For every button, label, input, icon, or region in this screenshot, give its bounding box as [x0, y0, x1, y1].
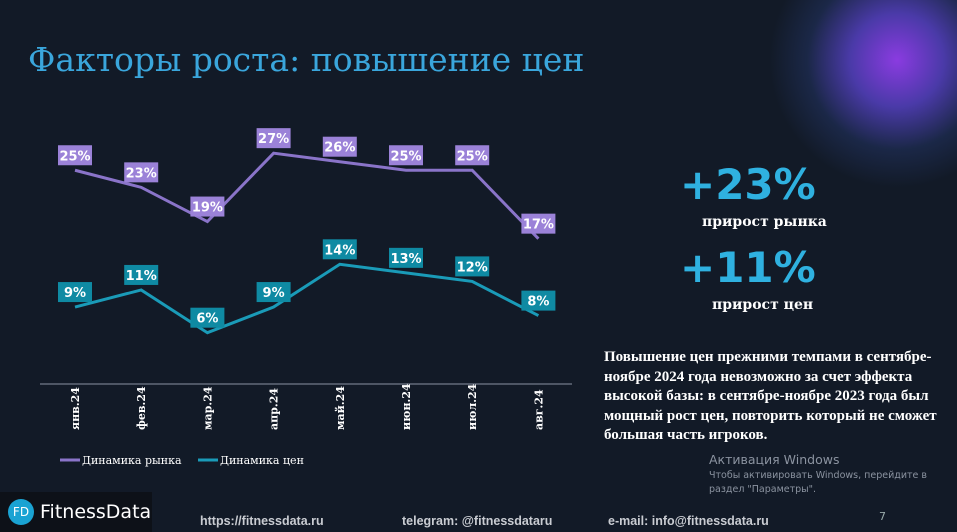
- data-label-box: [389, 145, 423, 166]
- data-label: 6%: [190, 307, 225, 328]
- kpi-price-label: прирост цен: [712, 297, 814, 313]
- footer-telegram[interactable]: telegram: @fitnessdataru: [402, 514, 553, 528]
- data-label-box: [389, 247, 423, 268]
- data-label: 14%: [322, 239, 357, 260]
- x-tick-label: янв.24: [69, 387, 82, 430]
- x-tick-label: апр.24: [268, 388, 281, 430]
- legend-label: Динамика цен: [220, 454, 304, 467]
- data-label-text: 13%: [390, 252, 421, 267]
- footer-email[interactable]: e-mail: info@fitnessdata.ru: [608, 514, 769, 528]
- footer-site-link[interactable]: https://fitnessdata.ru: [200, 514, 324, 528]
- x-tick-label: фев.24: [135, 386, 148, 430]
- data-label-text: 25%: [457, 149, 488, 164]
- data-label-box: [256, 128, 291, 149]
- page-number: 7: [879, 510, 886, 523]
- data-label: 23%: [124, 162, 159, 183]
- x-tick-label: авг.24: [532, 389, 545, 430]
- x-tick-label: май.24: [334, 386, 347, 430]
- data-label: 11%: [124, 264, 159, 285]
- data-label-text: 17%: [523, 218, 554, 233]
- data-label: 27%: [256, 128, 291, 149]
- data-label-box: [521, 290, 556, 311]
- data-label-text: 12%: [457, 260, 488, 275]
- kpi-price-value: +11%: [680, 243, 816, 292]
- data-label-box: [58, 145, 92, 166]
- data-label-box: [58, 282, 92, 303]
- data-label-box: [190, 307, 225, 328]
- data-label-text: 26%: [324, 141, 355, 156]
- data-label: 17%: [521, 213, 556, 234]
- logo-mark: FD: [8, 499, 34, 525]
- logo: FD FitnessData: [0, 492, 152, 532]
- data-label-text: 27%: [258, 132, 289, 147]
- data-label: 26%: [322, 136, 357, 157]
- line-chart: янв.24 фев.24 мар.24 апр.24 май.24 июн.24 июл.…: [40, 128, 572, 467]
- data-label-box: [455, 145, 490, 166]
- legend-label: Динамика рынка: [82, 454, 182, 467]
- data-label: 25%: [455, 145, 490, 166]
- data-label-box: [256, 282, 291, 303]
- data-label-text: 25%: [59, 149, 90, 164]
- x-tick-label: июл.24: [466, 383, 479, 430]
- decorative-glow: [757, 0, 957, 220]
- data-label-text: 19%: [192, 201, 223, 216]
- data-label-text: 11%: [126, 269, 157, 284]
- data-label-box: [124, 264, 159, 285]
- data-label-text: 9%: [263, 286, 285, 301]
- page-title: Факторы роста: повышение цен: [28, 40, 585, 79]
- data-label: 8%: [521, 290, 556, 311]
- data-label-text: 6%: [196, 312, 218, 327]
- data-label: 9%: [256, 282, 291, 303]
- data-label: 25%: [389, 145, 423, 166]
- data-label: 13%: [389, 247, 423, 268]
- data-label-box: [124, 162, 159, 183]
- description-text: Повышение цен прежними темпами в сентябр…: [604, 349, 937, 443]
- series-line: [74, 262, 540, 335]
- data-label: 12%: [455, 256, 490, 277]
- data-label-text: 9%: [64, 286, 86, 301]
- data-label: 25%: [58, 145, 92, 166]
- x-tick-label: июн.24: [400, 383, 413, 430]
- windows-activation-title: Активация Windows: [709, 452, 840, 467]
- logo-text: FitnessData: [40, 501, 152, 523]
- kpi-market-value: +23%: [680, 160, 816, 209]
- data-label-text: 23%: [126, 166, 157, 181]
- data-label-box: [521, 213, 556, 234]
- data-label-box: [322, 239, 357, 260]
- data-label: 19%: [190, 196, 225, 217]
- data-label-text: 25%: [390, 149, 421, 164]
- kpi-market-label: прирост рынка: [702, 214, 827, 230]
- x-tick-label: мар.24: [201, 386, 214, 430]
- data-label-text: 14%: [324, 243, 355, 258]
- windows-activation-text: Чтобы активировать Windows, перейдите в …: [709, 470, 927, 495]
- data-label-text: 8%: [527, 295, 549, 310]
- series-line: [74, 151, 540, 240]
- data-label-box: [455, 256, 490, 277]
- data-label-box: [190, 196, 225, 217]
- data-label: 9%: [58, 282, 92, 303]
- data-label-box: [322, 136, 357, 157]
